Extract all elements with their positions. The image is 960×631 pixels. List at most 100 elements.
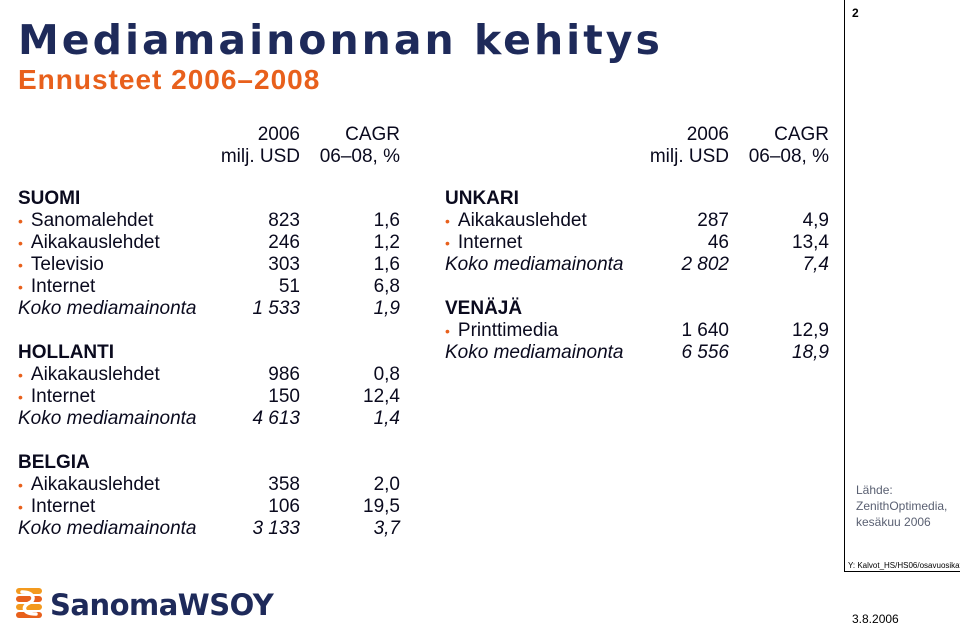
total-cagr: 7,4 [802, 254, 829, 275]
cagr-label: CAGR [345, 124, 400, 145]
row-label: Internet [30, 276, 96, 297]
row-label: Internet [30, 496, 96, 517]
row-label: Internet [457, 232, 523, 253]
table-row: • Aikakauslehdet 358 2,0 [18, 474, 400, 496]
table-row: • Printtimedia 1 640 12,9 [445, 320, 829, 342]
total-row: Koko mediamainonta 1 533 1,9 [18, 298, 400, 320]
page-number: 2 [852, 6, 859, 20]
bullet-icon: • [18, 279, 23, 295]
page-title: Mediamainonnan kehitys [18, 16, 663, 64]
table-row: • Aikakauslehdet 287 4,9 [445, 210, 829, 232]
total-value: 3 133 [252, 518, 300, 539]
row-label: Aikakauslehdet [30, 364, 160, 385]
row-cagr: 6,8 [373, 276, 400, 297]
section-title-hollanti: HOLLANTI [18, 342, 400, 364]
row-value: 1 640 [681, 320, 729, 341]
total-cagr: 3,7 [373, 518, 400, 539]
row-label: Printtimedia [457, 320, 559, 341]
total-row: Koko mediamainonta 2 802 7,4 [445, 254, 829, 276]
section-title-belgia: BELGIA [18, 452, 400, 474]
year-label: 2006 [257, 124, 300, 145]
sanoma-s-logo-icon [16, 588, 42, 618]
row-cagr: 12,4 [363, 386, 400, 407]
row-value: 823 [268, 210, 300, 231]
bullet-icon: • [18, 499, 23, 515]
bullet-icon: • [18, 477, 23, 493]
section-name: UNKARI [445, 188, 519, 209]
left-year-header: 2006 milj. USD [200, 124, 300, 168]
row-value: 246 [268, 232, 300, 253]
section-name: HOLLANTI [18, 342, 115, 363]
total-label: Koko mediamainonta [18, 518, 197, 539]
section-name: VENÄJÄ [445, 298, 523, 319]
row-cagr: 12,9 [792, 320, 829, 341]
total-label: Koko mediamainonta [18, 408, 197, 429]
row-value: 150 [268, 386, 300, 407]
source-note: Lähde: ZenithOptimedia, kesäkuu 2006 [856, 482, 947, 530]
total-cagr: 1,4 [373, 408, 400, 429]
table-row: • Internet 106 19,5 [18, 496, 400, 518]
total-row: Koko mediamainonta 6 556 18,9 [445, 342, 829, 364]
total-cagr: 1,9 [373, 298, 400, 319]
unit-label: milj. USD [649, 146, 729, 167]
row-label: Aikakauslehdet [457, 210, 587, 231]
row-value: 986 [268, 364, 300, 385]
row-label: Aikakauslehdet [30, 232, 160, 253]
bullet-icon: • [445, 235, 450, 251]
row-cagr: 1,6 [373, 210, 400, 231]
section-title-unkari: UNKARI [445, 188, 829, 210]
total-value: 1 533 [252, 298, 300, 319]
page-subtitle: Ennusteet 2006–2008 [18, 64, 321, 95]
total-value: 4 613 [252, 408, 300, 429]
table-row: • Televisio 303 1,6 [18, 254, 400, 276]
total-row: Koko mediamainonta 3 133 3,7 [18, 518, 400, 540]
bullet-icon: • [18, 367, 23, 383]
total-label: Koko mediamainonta [18, 298, 197, 319]
footer-date: 3.8.2006 [852, 612, 899, 626]
row-value: 106 [268, 496, 300, 517]
row-cagr: 19,5 [363, 496, 400, 517]
horizontal-divider [844, 571, 960, 572]
total-label: Koko mediamainonta [445, 342, 624, 363]
file-path: Y: Kalvot_HS/HS06/osavuosikatsaus2_ [848, 561, 960, 570]
row-label: Aikakauslehdet [30, 474, 160, 495]
section-name: BELGIA [18, 452, 90, 473]
table-row: • Internet 51 6,8 [18, 276, 400, 298]
table-row: • Internet 46 13,4 [445, 232, 829, 254]
row-value: 287 [697, 210, 729, 231]
row-value: 303 [268, 254, 300, 275]
row-value: 46 [707, 232, 729, 253]
total-label: Koko mediamainonta [445, 254, 624, 275]
source-date: kesäkuu 2006 [856, 515, 931, 529]
vertical-divider [844, 0, 845, 572]
table-row: • Aikakauslehdet 986 0,8 [18, 364, 400, 386]
row-label: Televisio [30, 254, 104, 275]
row-cagr: 0,8 [373, 364, 400, 385]
unit-label: milj. USD [220, 146, 300, 167]
year-label: 2006 [686, 124, 729, 145]
row-value: 51 [278, 276, 300, 297]
right-year-header: 2006 milj. USD [629, 124, 729, 168]
cagr-label: CAGR [774, 124, 829, 145]
bullet-icon: • [18, 389, 23, 405]
row-value: 358 [268, 474, 300, 495]
bullet-icon: • [445, 323, 450, 339]
source-name: ZenithOptimedia, [856, 499, 948, 513]
row-cagr: 1,2 [373, 232, 400, 253]
bullet-icon: • [18, 213, 23, 229]
right-cagr-header: CAGR 06–08, % [729, 124, 829, 168]
bullet-icon: • [18, 235, 23, 251]
row-label: Sanomalehdet [30, 210, 154, 231]
logo-text: SanomaWSOY [50, 588, 274, 622]
table-row: • Internet 150 12,4 [18, 386, 400, 408]
row-cagr: 1,6 [373, 254, 400, 275]
section-name: SUOMI [18, 188, 81, 209]
total-value: 2 802 [681, 254, 729, 275]
row-cagr: 4,9 [802, 210, 829, 231]
source-label: Lähde: [856, 483, 893, 497]
total-row: Koko mediamainonta 4 613 1,4 [18, 408, 400, 430]
bullet-icon: • [445, 213, 450, 229]
cagr-period-label: 06–08, % [748, 146, 829, 167]
row-cagr: 13,4 [792, 232, 829, 253]
sanomawsoy-logo: SanomaWSOY [14, 586, 274, 624]
